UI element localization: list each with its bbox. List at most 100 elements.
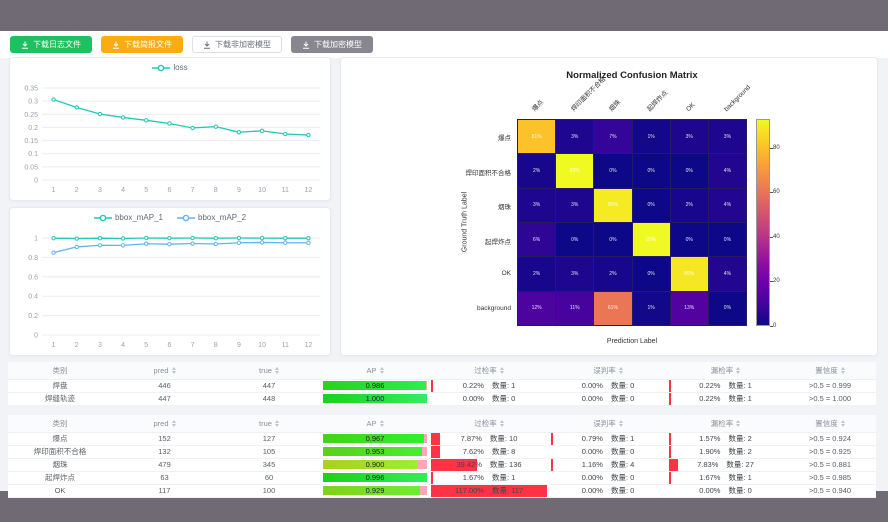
column-header-AP[interactable]: AP xyxy=(321,362,429,380)
sort-caret-icon[interactable] xyxy=(171,366,176,374)
matrix-cell: 0% xyxy=(670,154,708,188)
x-axis-tick: 7 xyxy=(191,342,195,349)
x-axis-tick: 12 xyxy=(305,342,313,349)
class-name-cell: 起焊炸点 xyxy=(8,471,112,485)
sort-caret-icon[interactable] xyxy=(274,419,279,427)
table-row: 烟珠 479 345 0.900 39.42% 数量: 136 1.16% 数量: 4 7.83… xyxy=(8,458,876,472)
data-point xyxy=(213,124,218,129)
matrix-cell: 11% xyxy=(556,291,594,325)
pred-cell: 63 xyxy=(112,471,217,485)
matrix-cell: 6% xyxy=(518,222,556,257)
map-chart-legend: bbox_mAP_1 bbox_mAP_2 xyxy=(10,213,330,222)
download-icon xyxy=(112,41,120,49)
sort-caret-icon[interactable] xyxy=(274,366,279,374)
colorbar-tick-label: 40 xyxy=(773,233,780,240)
x-axis-tick: 9 xyxy=(237,187,241,194)
y-axis-tick: 0.1 xyxy=(28,151,38,158)
column-header-pred[interactable]: pred xyxy=(112,362,217,380)
column-header-true[interactable]: true xyxy=(217,362,321,380)
column-header-过检率[interactable]: 过检率 xyxy=(429,415,549,433)
colorbar-tick-mark xyxy=(770,192,773,194)
y-axis-tick: 0.2 xyxy=(28,125,38,132)
column-header-label: 漏检率 xyxy=(710,418,734,428)
x-axis-tick: 11 xyxy=(282,187,289,194)
colorbar xyxy=(756,119,770,326)
data-point xyxy=(144,235,149,241)
matrix-cell: 0% xyxy=(632,257,670,291)
sort-caret-icon[interactable] xyxy=(499,366,504,374)
rate-cell: 0.00% 数量: 0 xyxy=(549,392,667,406)
y-axis-tick: 0 xyxy=(34,178,38,185)
column-header-pred[interactable]: pred xyxy=(112,415,217,433)
download-brief-button[interactable]: 下载简报文件 xyxy=(101,36,183,53)
column-header-label: AP xyxy=(366,418,377,428)
rate-text: 1.67% 数量: 1 xyxy=(462,473,516,482)
rate-text: 0.00% 数量: 0 xyxy=(462,394,516,403)
sort-caret-icon[interactable] xyxy=(618,366,623,374)
pred-cell: 152 xyxy=(112,432,217,446)
data-point xyxy=(144,118,149,123)
button-label: 下载加密模型 xyxy=(314,39,362,49)
rate-cell: 0.00% 数量: 0 xyxy=(549,379,667,393)
rate-text: 0.00% 数量: 0 xyxy=(581,473,635,482)
legend-item-bbox_mAP_2[interactable]: bbox_mAP_2 xyxy=(177,213,246,222)
column-header-label: 过检率 xyxy=(474,418,497,428)
colorbar-tick-mark xyxy=(770,281,773,283)
ap-bar xyxy=(323,434,424,443)
sort-caret-icon[interactable] xyxy=(736,366,741,374)
matrix-row-label: background xyxy=(477,304,511,312)
data-point xyxy=(259,235,265,241)
sort-caret-icon[interactable] xyxy=(171,419,176,427)
column-header-label: 过检率 xyxy=(474,365,497,375)
matrix-col-label: 烟珠 xyxy=(607,98,623,113)
rate-text: 1.90% 数量: 2 xyxy=(699,447,752,456)
colorbar-tick-mark xyxy=(770,236,773,238)
rate-cell: 7.87% 数量: 10 xyxy=(429,432,549,446)
legend-label: bbox_mAP_2 xyxy=(198,213,247,222)
column-header-漏检率[interactable]: 漏检率 xyxy=(667,362,784,380)
colorbar-tick-label: 0 xyxy=(773,323,777,329)
sort-caret-icon[interactable] xyxy=(379,419,384,427)
column-header-置信度[interactable]: 置信度 xyxy=(784,415,876,433)
matrix-col-label: OK xyxy=(684,101,697,113)
y-axis-tick: 1 xyxy=(34,236,38,243)
download-unencrypted-model-button[interactable]: 下载非加密模型 xyxy=(192,36,282,53)
summary-table-defects: 类别 pred true AP 过检率 误判率 漏检率 置信度 爆点 152 127 0.967 7.8… xyxy=(8,415,876,498)
column-header-label: true xyxy=(259,418,272,428)
legend-item-loss[interactable]: loss xyxy=(152,63,188,72)
series-line-bbox_mAP_2 xyxy=(53,241,309,254)
sort-caret-icon[interactable] xyxy=(736,419,741,427)
download-encrypted-model-button[interactable]: 下载加密模型 xyxy=(291,36,373,53)
x-axis-tick: 2 xyxy=(75,187,79,194)
rate-text: 1.67% 数量: 1 xyxy=(699,473,752,482)
table-row: OK 117 100 0.929 117.00% 数量: 117 0.00% 数量: 0 0.0… xyxy=(8,484,876,498)
sort-caret-icon[interactable] xyxy=(379,366,384,374)
matrix-row-label: OK xyxy=(501,270,511,278)
class-name-cell: 焊缝轨迹 xyxy=(8,392,112,406)
data-point xyxy=(213,235,218,241)
confidence-cell: >0.5 = 0.940 xyxy=(784,484,876,498)
sort-caret-icon[interactable] xyxy=(840,366,845,374)
data-point xyxy=(97,235,103,241)
column-header-误判率[interactable]: 误判率 xyxy=(549,362,667,380)
column-header-过检率[interactable]: 过检率 xyxy=(429,362,549,380)
sort-caret-icon[interactable] xyxy=(840,419,845,427)
legend-item-bbox_mAP_1[interactable]: bbox_mAP_1 xyxy=(93,213,163,222)
column-header-误判率[interactable]: 误判率 xyxy=(549,415,667,433)
download-log-button[interactable]: 下载日志文件 xyxy=(10,36,92,53)
column-header-漏检率[interactable]: 漏检率 xyxy=(667,415,784,433)
data-point xyxy=(190,125,195,131)
rate-cell: 0.22% 数量: 1 xyxy=(667,392,784,406)
rate-text: 0.79% 数量: 1 xyxy=(581,434,635,443)
sort-caret-icon[interactable] xyxy=(618,419,623,427)
x-axis-tick: 9 xyxy=(237,342,241,349)
x-axis-tick: 1 xyxy=(52,187,56,194)
data-point xyxy=(213,241,218,247)
toolbar: 下载日志文件 下载简报文件 下载非加密模型 下载加密模型 xyxy=(0,31,888,58)
rate-text: 39.42% 数量: 136 xyxy=(456,460,522,469)
sort-caret-icon[interactable] xyxy=(499,419,504,427)
page: 下载日志文件 下载简报文件 下载非加密模型 下载加密模型 loss 0 0.05 0… xyxy=(0,31,888,498)
column-header-true[interactable]: true xyxy=(217,415,321,433)
column-header-AP[interactable]: AP xyxy=(321,415,429,433)
column-header-置信度[interactable]: 置信度 xyxy=(784,362,876,380)
